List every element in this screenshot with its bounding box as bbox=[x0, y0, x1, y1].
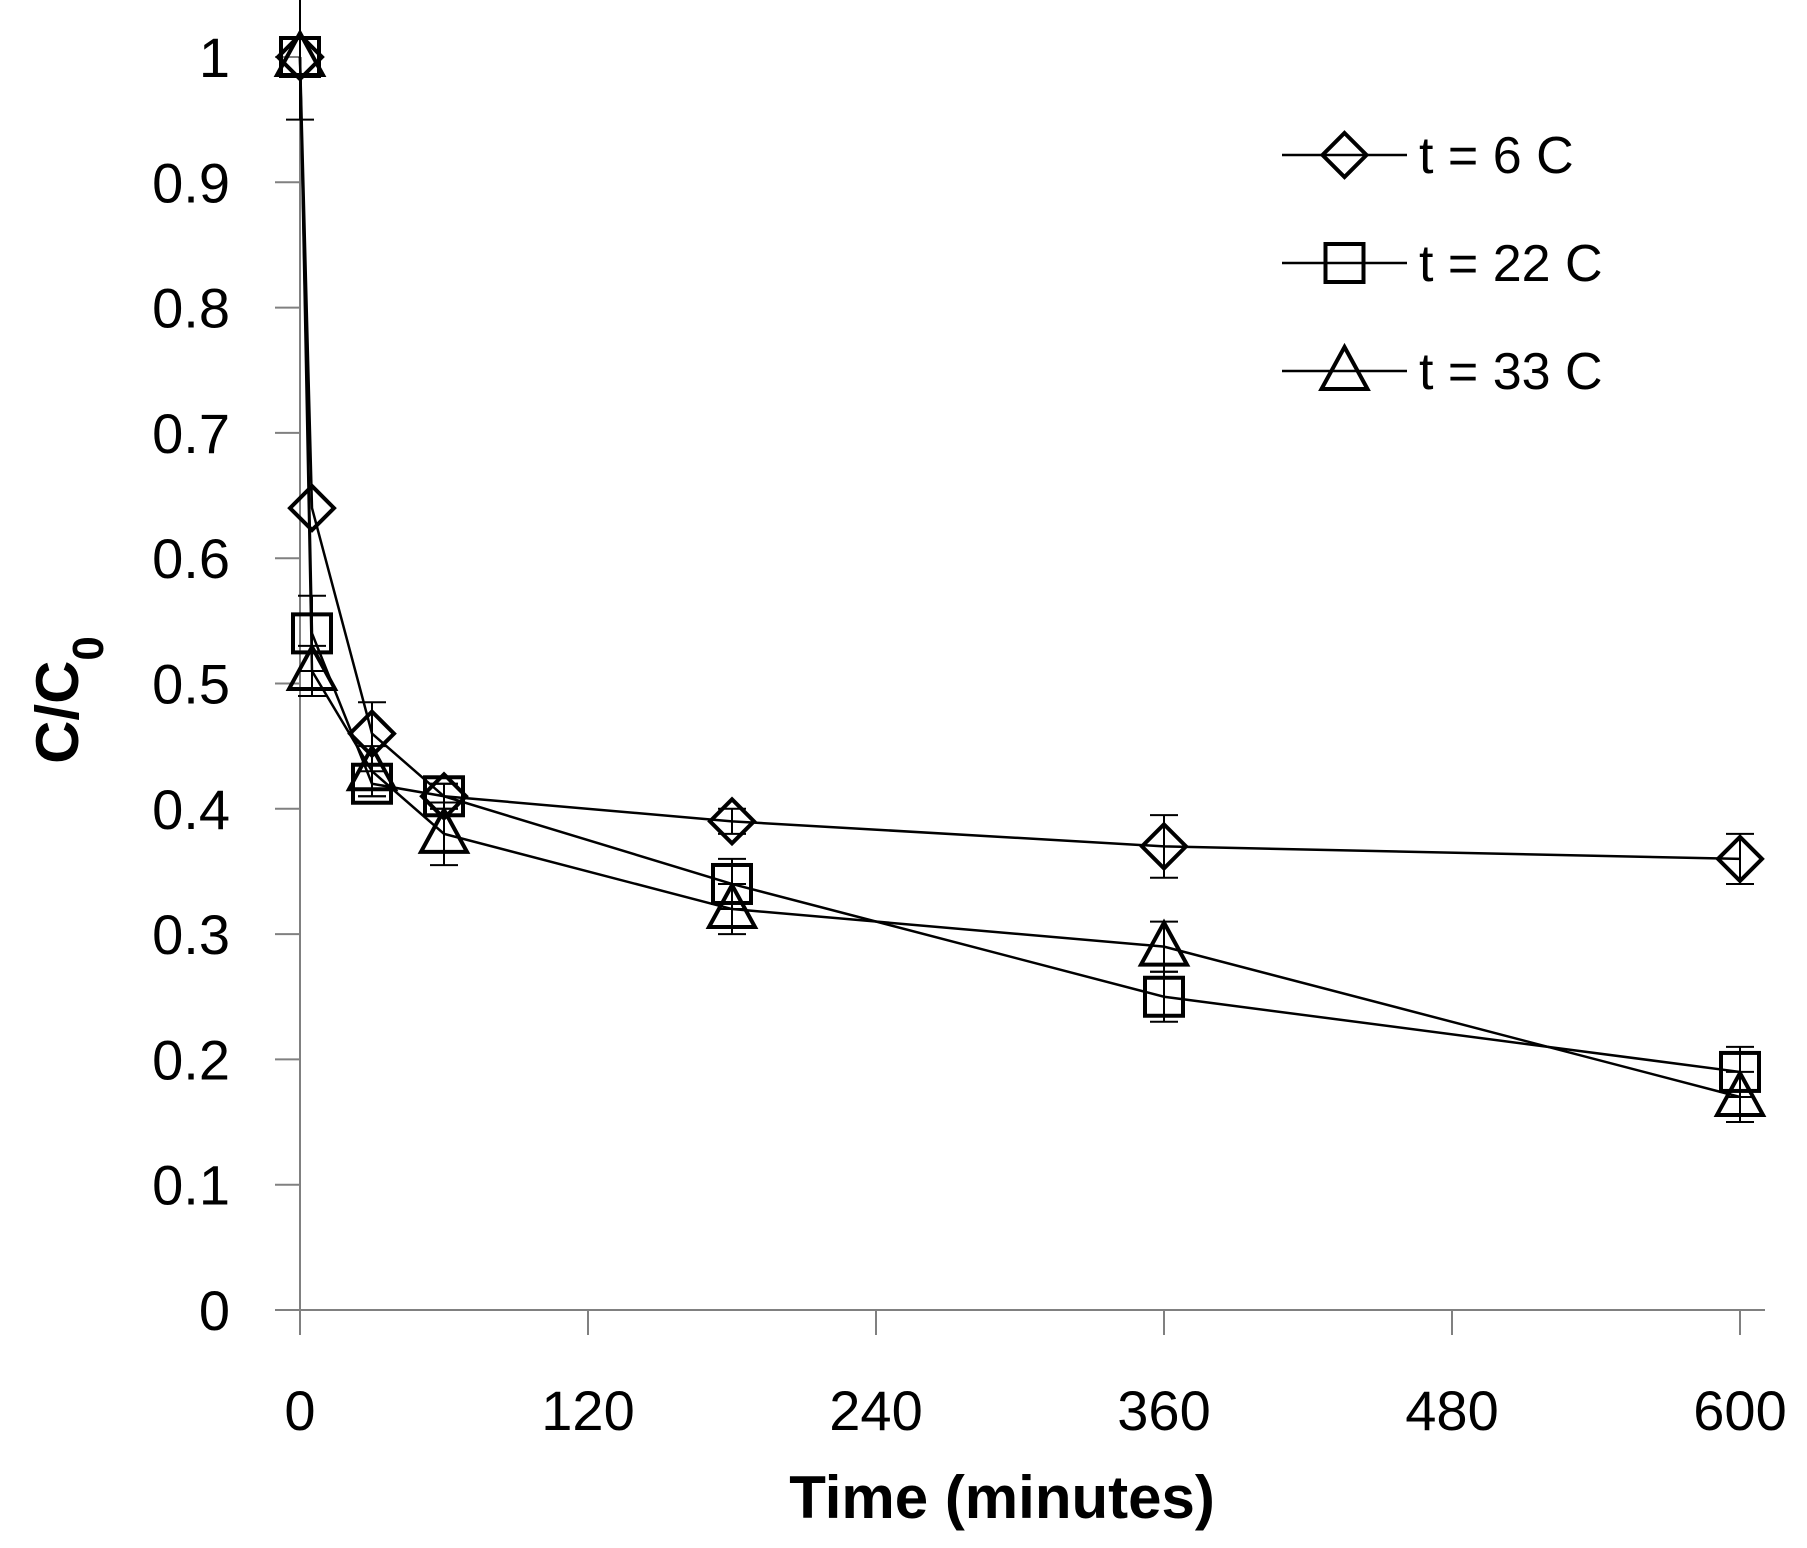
data-point bbox=[705, 880, 759, 930]
data-point bbox=[287, 483, 337, 533]
legend-marker bbox=[1323, 242, 1366, 284]
y-tick-label: 0.7 bbox=[152, 402, 230, 465]
x-axis-title: Time (minutes) bbox=[789, 1464, 1215, 1531]
y-tick-label: 0.1 bbox=[152, 1154, 230, 1217]
y-tick-label: 0 bbox=[199, 1279, 230, 1342]
x-tick-label: 240 bbox=[829, 1379, 922, 1442]
y-tick-label: 0.4 bbox=[152, 778, 230, 841]
x-tick-label: 600 bbox=[1693, 1379, 1786, 1442]
data-point bbox=[345, 743, 399, 792]
series-line bbox=[298, 56, 1741, 1099]
legend-label: t = 6 C bbox=[1419, 127, 1574, 185]
x-tick-label: 0 bbox=[284, 1379, 315, 1442]
y-tick-label: 0.2 bbox=[152, 1028, 230, 1091]
data-point bbox=[707, 796, 757, 847]
data-point bbox=[1715, 834, 1765, 884]
y-tick-label: 0.3 bbox=[152, 903, 230, 966]
x-tick-label: 360 bbox=[1117, 1379, 1210, 1442]
y-tick-label: 1 bbox=[199, 26, 230, 89]
y-axis-title: C/C0 bbox=[24, 636, 113, 764]
data-point bbox=[417, 805, 471, 854]
y-tick-label: 0.9 bbox=[152, 151, 230, 214]
y-tick-label: 0.6 bbox=[152, 527, 230, 590]
series-line bbox=[298, 56, 1741, 1074]
plot-area: 0 0.1 0.2 0.3 0.4 0.5 0.6 0.7 0.8 0.9 1 0 120 240 360 4… bbox=[152, 0, 1787, 1442]
data-point bbox=[1713, 1068, 1767, 1117]
data-point bbox=[1143, 975, 1185, 1018]
data-point bbox=[1139, 821, 1189, 872]
x-tick-label: 480 bbox=[1405, 1379, 1498, 1442]
legend-marker bbox=[1319, 130, 1370, 180]
data-point bbox=[1137, 918, 1191, 967]
legend-label: t = 33 C bbox=[1419, 343, 1603, 401]
x-tick-label: 120 bbox=[541, 1379, 634, 1442]
legend-marker bbox=[1318, 342, 1371, 391]
y-tick-label: 0.8 bbox=[152, 277, 230, 340]
legend-label: t = 22 C bbox=[1419, 235, 1603, 293]
data-point bbox=[273, 28, 327, 77]
y-tick-label: 0.5 bbox=[152, 653, 230, 716]
data-point bbox=[285, 642, 339, 691]
